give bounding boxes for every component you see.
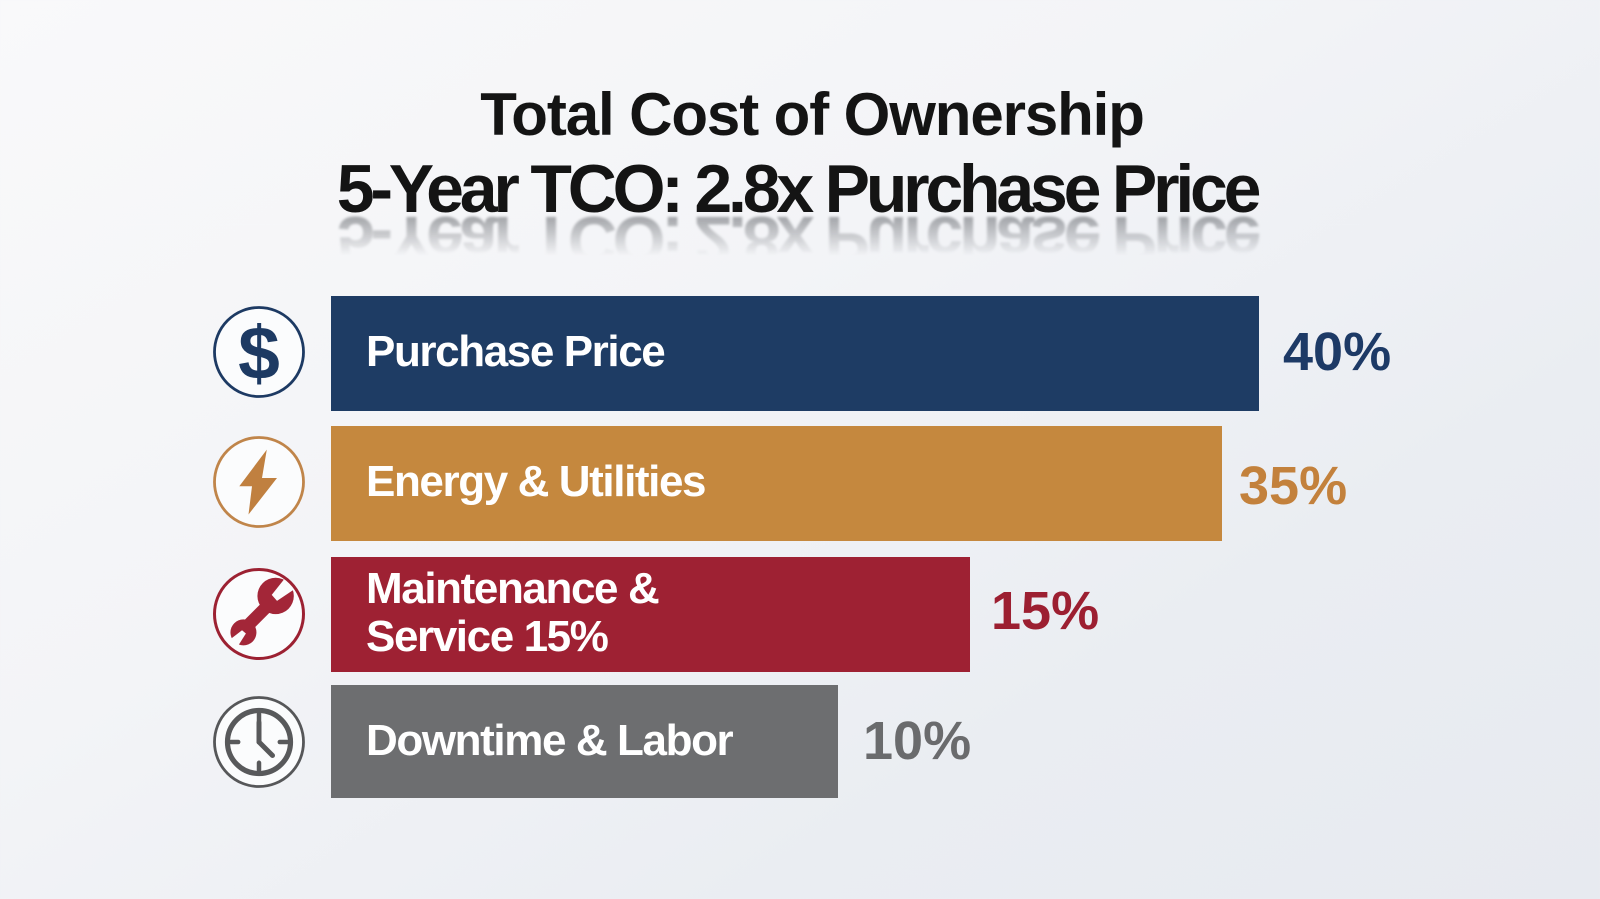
- svg-text:$: $: [238, 311, 280, 395]
